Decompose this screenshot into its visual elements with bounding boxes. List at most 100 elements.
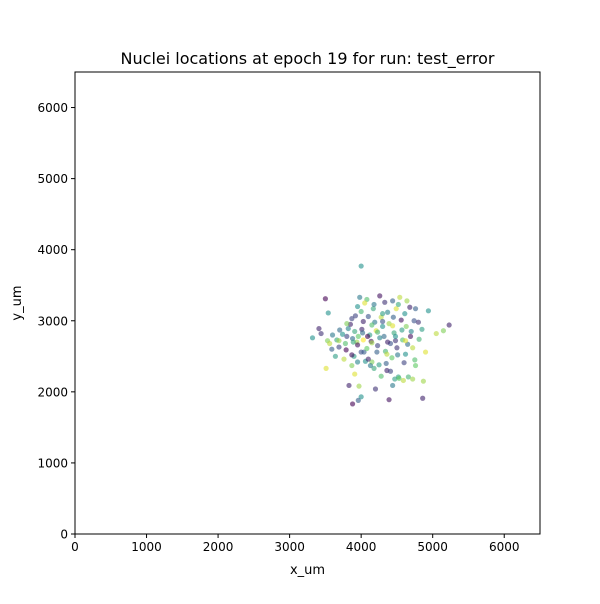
data-point [410, 376, 416, 382]
data-point [342, 340, 349, 347]
x-tick-label: 6000 [489, 540, 520, 554]
data-point [316, 325, 322, 332]
data-point [336, 338, 342, 344]
data-point [358, 308, 364, 315]
data-point [377, 293, 383, 299]
y-tick-label: 0 [60, 528, 68, 542]
x-axis-ticks: 0 1000 2000 3000 4000 5000 6000 [71, 534, 520, 554]
data-point [354, 359, 361, 365]
data-point [375, 343, 381, 349]
data-point [357, 294, 363, 300]
data-point [412, 362, 419, 369]
data-point [402, 311, 408, 317]
data-point [415, 319, 421, 325]
data-point [411, 318, 417, 324]
data-point [416, 336, 422, 342]
data-point [329, 346, 335, 352]
data-point [339, 331, 346, 337]
data-point [374, 349, 380, 355]
data-point [337, 327, 343, 333]
data-point [350, 339, 356, 345]
data-point [401, 360, 407, 366]
data-point [349, 362, 355, 369]
data-point [358, 394, 364, 400]
data-point [349, 352, 355, 358]
y-tick-label: 5000 [37, 172, 68, 186]
data-point [380, 311, 386, 317]
data-point [420, 395, 426, 401]
data-point [402, 338, 409, 344]
data-point [410, 345, 416, 351]
data-point [405, 374, 411, 380]
data-point [387, 368, 394, 374]
data-point [365, 313, 371, 320]
points-layer [309, 263, 452, 407]
data-point [362, 300, 368, 306]
data-point [408, 328, 414, 335]
data-point [382, 299, 388, 305]
data-point [359, 330, 366, 336]
data-point [380, 318, 386, 325]
data-point [397, 294, 403, 300]
data-point [440, 328, 447, 334]
data-point [345, 325, 351, 332]
data-point [392, 333, 399, 340]
data-point [385, 309, 391, 315]
x-tick-label: 5000 [417, 540, 448, 554]
data-point [341, 356, 347, 362]
y-axis-ticks: 0 1000 2000 3000 4000 5000 6000 [37, 101, 75, 542]
data-point [390, 323, 396, 329]
data-point [309, 335, 316, 341]
x-tick-label: 0 [71, 540, 79, 554]
data-point [375, 329, 381, 335]
data-point [389, 355, 395, 361]
data-point [422, 349, 429, 355]
data-point [400, 377, 406, 384]
y-axis-label: y_um [10, 285, 25, 320]
data-point [392, 338, 399, 344]
data-point [420, 378, 426, 384]
data-point [360, 337, 366, 343]
data-point [425, 308, 431, 314]
data-point [390, 382, 396, 389]
data-point [343, 347, 349, 353]
x-tick-label: 3000 [274, 540, 305, 554]
data-point [364, 345, 370, 352]
data-point [383, 360, 389, 367]
data-point [384, 351, 390, 357]
data-point [332, 353, 338, 359]
data-point [323, 365, 329, 371]
data-point [402, 351, 409, 357]
data-point [419, 326, 425, 332]
data-point [380, 323, 386, 330]
x-tick-label: 1000 [131, 540, 162, 554]
data-point [369, 340, 375, 346]
data-point [355, 333, 361, 340]
data-point [318, 330, 324, 337]
data-point [365, 356, 371, 362]
data-point [344, 333, 350, 340]
data-point [370, 306, 376, 312]
data-point [398, 317, 404, 323]
data-point [356, 383, 362, 389]
data-point [396, 375, 402, 381]
data-point [378, 373, 384, 379]
y-tick-label: 4000 [37, 243, 68, 257]
data-point [336, 344, 342, 350]
data-point [390, 314, 396, 320]
data-point [372, 386, 379, 392]
data-point [390, 298, 396, 304]
data-point [354, 342, 361, 348]
data-point [433, 330, 439, 337]
data-point [395, 352, 401, 358]
y-tick-label: 3000 [37, 314, 68, 328]
data-point [354, 303, 361, 310]
data-point [349, 316, 355, 322]
data-point [412, 306, 419, 312]
y-tick-label: 2000 [37, 385, 68, 399]
data-point [358, 263, 364, 269]
data-point [344, 321, 350, 327]
data-point [371, 365, 377, 371]
